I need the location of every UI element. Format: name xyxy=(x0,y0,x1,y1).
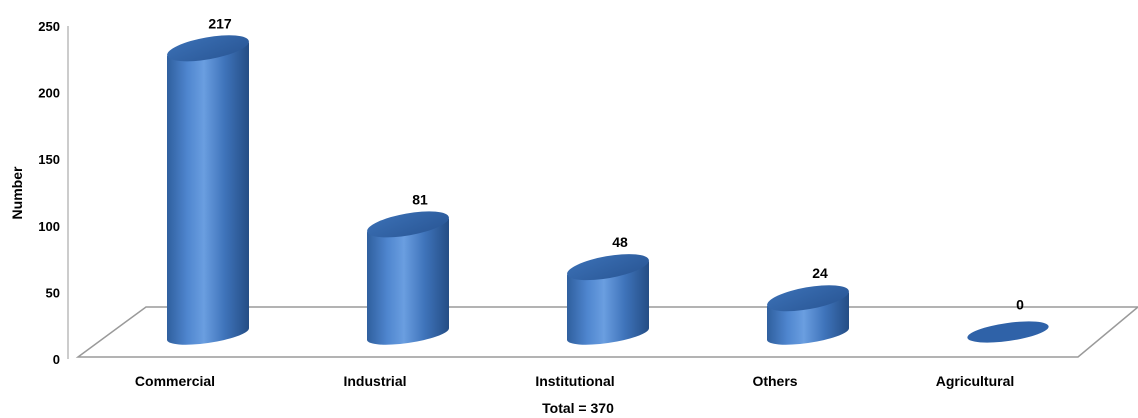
y-tick-label: 100 xyxy=(38,219,60,234)
data-label: 81 xyxy=(412,191,428,207)
category-labels: Commercial Industrial Institutional Others A… xyxy=(135,373,1014,389)
bar-top xyxy=(967,321,1049,343)
bar-body xyxy=(567,261,649,345)
category-label: Agricultural xyxy=(936,373,1015,389)
bar-agricultural xyxy=(967,321,1049,343)
bar-institutional xyxy=(567,254,649,345)
data-label: 217 xyxy=(208,15,232,31)
y-axis-label: Number xyxy=(9,166,25,219)
category-label: Commercial xyxy=(135,373,215,389)
bar-industrial xyxy=(367,211,449,345)
data-label: 0 xyxy=(1016,296,1024,312)
y-tick-label: 150 xyxy=(38,152,60,167)
bar-others xyxy=(767,285,849,345)
bars-group: 217 81 48 24 0 xyxy=(167,15,1049,345)
category-label: Others xyxy=(752,373,797,389)
x-axis-label: Total = 370 xyxy=(542,400,614,416)
bar-body xyxy=(367,218,449,345)
y-axis-ticks: 0 50 100 150 200 250 xyxy=(38,19,60,367)
bar-top xyxy=(567,254,649,281)
bar-top xyxy=(767,285,849,312)
y-tick-label: 250 xyxy=(38,19,60,34)
y-tick-label: 0 xyxy=(53,352,60,367)
data-label: 48 xyxy=(612,234,628,250)
bar-body xyxy=(167,42,249,345)
bar-commercial xyxy=(167,35,249,345)
bar-top xyxy=(167,35,249,62)
y-tick-label: 50 xyxy=(46,285,60,300)
data-label: 24 xyxy=(812,265,828,281)
bar-top xyxy=(367,211,449,238)
category-label: Institutional xyxy=(535,373,614,389)
category-label: Industrial xyxy=(343,373,406,389)
y-tick-label: 200 xyxy=(38,86,60,101)
